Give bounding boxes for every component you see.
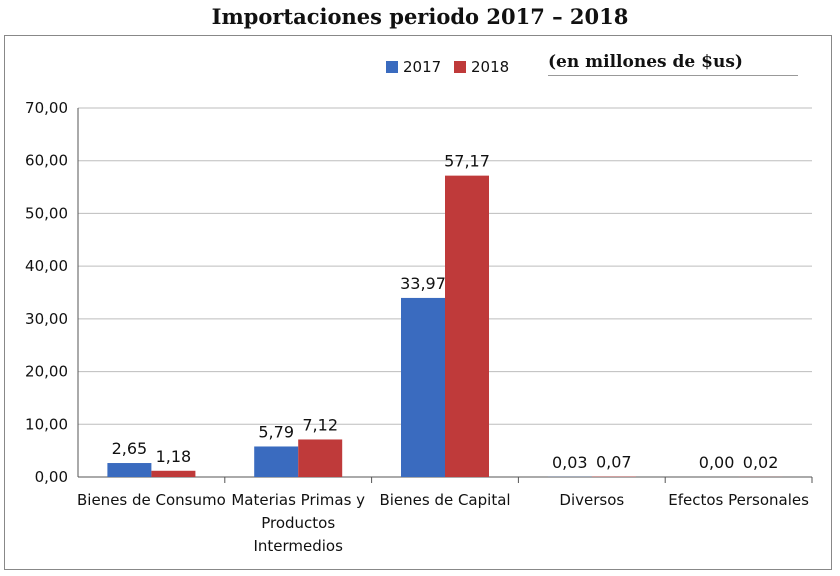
x-tick-label: Efectos Personales <box>668 491 809 509</box>
y-tick-label: 40,00 <box>25 257 68 275</box>
chart-frame <box>4 35 832 570</box>
data-label: 5,79 <box>258 422 294 441</box>
data-label: 2,65 <box>112 439 148 458</box>
data-label: 57,17 <box>444 152 490 171</box>
chart-title: Importaciones periodo 2017 – 2018 <box>211 4 629 29</box>
legend-swatch-2018 <box>454 61 466 73</box>
legend-swatch-2017 <box>386 61 398 73</box>
bar <box>298 439 343 477</box>
x-tick-label: Productos <box>261 514 335 532</box>
bar <box>445 175 489 477</box>
legend-item-2018: 2018 <box>454 58 509 76</box>
y-tick-label: 60,00 <box>25 152 68 170</box>
bar <box>254 446 299 477</box>
y-tick-label: 30,00 <box>25 310 68 328</box>
data-label: 0,07 <box>596 453 632 472</box>
y-tick-label: 20,00 <box>25 363 68 381</box>
x-tick-label: Diversos <box>559 491 624 509</box>
x-tick-label: Bienes de Consumo <box>77 491 226 509</box>
y-tick-label: 50,00 <box>25 204 68 222</box>
chart-subtitle: (en millones de $us) <box>548 52 743 72</box>
bar <box>107 463 152 477</box>
x-tick-label: Intermedios <box>253 537 343 555</box>
legend-label-2018: 2018 <box>471 58 510 76</box>
data-label: 0,03 <box>552 453 588 472</box>
data-label: 33,97 <box>400 274 446 293</box>
data-label: 0,00 <box>699 453 735 472</box>
x-tick-label: Materias Primas y <box>231 491 365 509</box>
bar <box>151 470 196 477</box>
legend-label-2017: 2017 <box>403 58 442 76</box>
y-tick-label: 10,00 <box>25 415 68 433</box>
y-tick-label: 70,00 <box>25 99 68 117</box>
data-label: 0,02 <box>743 453 779 472</box>
x-tick-label: Bienes de Capital <box>379 491 510 509</box>
bar <box>401 297 445 477</box>
legend-item-2017: 2017 <box>386 58 441 76</box>
data-label: 7,12 <box>302 415 338 434</box>
y-tick-label: 0,00 <box>35 468 68 486</box>
subtitle-underline <box>548 75 798 76</box>
data-label: 1,18 <box>156 447 192 466</box>
